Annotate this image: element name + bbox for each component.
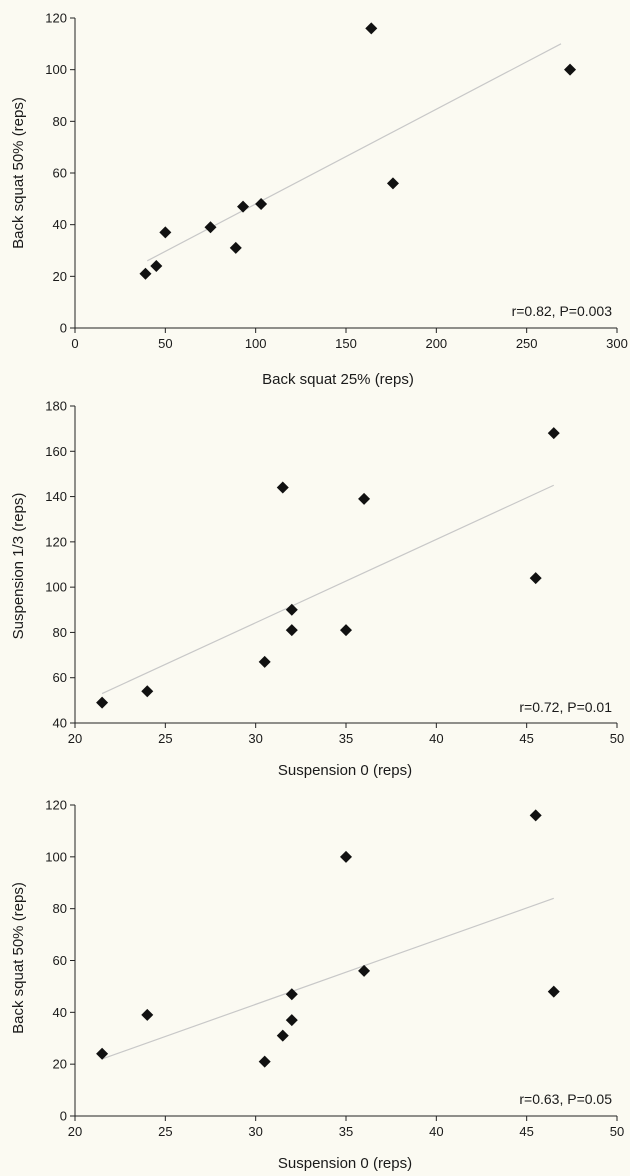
panel-1-x-tick-label: 250 xyxy=(516,336,538,351)
panel-1-data-point xyxy=(365,22,378,35)
panel-2-x-tick-label: 40 xyxy=(429,731,443,746)
panel-2-x-tick-label: 20 xyxy=(68,731,82,746)
panel-3-y-tick-label: 40 xyxy=(53,1005,67,1020)
panel-1-x-tick-label: 50 xyxy=(158,336,172,351)
panel-1: 0 50 100 150 200 250 300 0 20 40 60 80 100 120 r=0.82… xyxy=(0,0,630,395)
panel-1-data-point xyxy=(237,200,250,213)
panel-3-data-point xyxy=(340,850,352,863)
panel-3-data-point xyxy=(285,988,298,1001)
panel-2: 20 25 30 35 40 45 50 40 60 80 100 120 140 160 180 r=0.… xyxy=(0,395,630,785)
panel-3-data-point xyxy=(358,964,371,977)
panel-2-data-point xyxy=(258,655,271,668)
panel-1-y-tick-label: 80 xyxy=(53,114,67,129)
panel-2-y-tick-label: 160 xyxy=(45,444,67,459)
panel-1-x-tick-label: 200 xyxy=(425,336,447,351)
panel-2-y-tick-label: 80 xyxy=(53,625,67,640)
panel-3-x-tick-label: 20 xyxy=(68,1124,82,1139)
panel-2-background xyxy=(0,395,630,785)
panel-2-data-point xyxy=(358,492,371,505)
panel-1-data-point xyxy=(159,226,172,239)
panel-1-y-axis-label: Back squat 50% (reps) xyxy=(10,97,27,249)
panel-1-data-point xyxy=(150,260,163,272)
panel-3-x-axis-label: Suspension 0 (reps) xyxy=(278,1155,412,1172)
panel-2-x-tick-label: 45 xyxy=(519,731,533,746)
panel-1-data-point xyxy=(564,63,577,76)
panel-3-y-tick-label: 20 xyxy=(53,1057,67,1072)
panel-2-data-point xyxy=(96,696,109,709)
panel-2-x-tick-label: 50 xyxy=(610,731,624,746)
panel-1-plot: 0 50 100 150 200 250 300 0 20 40 60 80 100 120 xyxy=(45,11,628,352)
panel-2-x-tick-label: 35 xyxy=(339,731,353,746)
panel-2-data-point xyxy=(285,603,298,616)
panel-3-x-tick-label: 35 xyxy=(339,1124,353,1139)
panel-1-data-point xyxy=(139,267,152,280)
panel-2-x-tick-label: 30 xyxy=(248,731,262,746)
panel-3-background xyxy=(0,785,630,1176)
panel-1-data-point xyxy=(229,241,242,254)
panel-3-y-axis-label: Back squat 50% (reps) xyxy=(10,882,27,1034)
panel-1-x-axis-label: Back squat 25% (reps) xyxy=(262,371,414,388)
panel-1-y-tick-label: 40 xyxy=(53,217,67,232)
panel-2-trend-line xyxy=(101,484,555,695)
panel-2-y-tick-label: 60 xyxy=(53,670,67,685)
panel-1-data-point xyxy=(204,221,217,234)
panel-2-data-point xyxy=(547,427,560,440)
panel-3-x-tick-label: 30 xyxy=(248,1124,262,1139)
panel-3-y-tick-label: 0 xyxy=(60,1109,67,1124)
panel-2-correlation-annotation: r=0.72, P=0.01 xyxy=(519,699,612,715)
panel-2-data-point xyxy=(276,481,289,494)
panel-2-data-point xyxy=(285,624,298,637)
panel-1-data-point xyxy=(255,198,268,210)
panel-3-data-point xyxy=(96,1047,109,1060)
panel-2-data-point xyxy=(141,685,154,698)
panel-1-x-tick-label: 300 xyxy=(606,336,628,351)
panel-3-x-tick-label: 25 xyxy=(158,1124,172,1139)
panel-3-x-tick-label: 40 xyxy=(429,1124,443,1139)
panel-3-correlation-annotation: r=0.63, P=0.05 xyxy=(519,1091,612,1107)
panel-1-correlation-annotation: r=0.82, P=0.003 xyxy=(512,303,613,319)
panel-1-y-tick-label: 100 xyxy=(45,62,67,77)
panel-3-data-point xyxy=(529,809,542,822)
panel-3-y-tick-label: 60 xyxy=(53,953,67,968)
panel-1-trend-line xyxy=(146,43,562,262)
panel-1-y-tick-label: 20 xyxy=(53,269,67,284)
panel-3-y-tick-label: 80 xyxy=(53,901,67,916)
panel-1-y-tick-label: 120 xyxy=(45,11,67,26)
panel-3-x-tick-label: 50 xyxy=(610,1124,624,1139)
panel-3-data-point xyxy=(258,1055,271,1068)
panel-1-x-tick-label: 150 xyxy=(335,336,357,351)
panel-3-data-point xyxy=(547,985,560,998)
panel-2-x-axis-label: Suspension 0 (reps) xyxy=(278,762,412,779)
panel-2-data-point xyxy=(529,572,542,585)
panel-3-y-tick-label: 120 xyxy=(45,798,67,813)
panel-2-y-axis-label: Suspension 1/3 (reps) xyxy=(10,493,27,640)
panel-1-data-point xyxy=(386,177,399,190)
panel-2-x-tick-label: 25 xyxy=(158,731,172,746)
panel-3-data-point xyxy=(285,1014,298,1027)
panel-1-y-tick-label: 60 xyxy=(53,166,67,181)
panel-1-background xyxy=(0,0,630,395)
panel-2-y-tick-label: 100 xyxy=(45,580,67,595)
panel-3-data-point xyxy=(141,1008,154,1021)
panel-2-y-tick-label: 140 xyxy=(45,489,67,504)
panel-2-y-tick-label: 120 xyxy=(45,534,67,549)
panel-3-x-tick-label: 45 xyxy=(519,1124,533,1139)
panel-2-y-tick-label: 180 xyxy=(45,399,67,414)
panel-3-trend-line xyxy=(101,897,554,1060)
panel-2-y-tick-label: 40 xyxy=(53,716,67,731)
panel-2-plot: 20 25 30 35 40 45 50 40 60 80 100 120 140 160 180 xyxy=(45,399,624,747)
panel-1-x-tick-label: 0 xyxy=(71,336,78,351)
panel-1-x-tick-label: 100 xyxy=(245,336,267,351)
panel-3-data-point xyxy=(276,1029,289,1042)
panel-1-y-tick-label: 0 xyxy=(60,321,67,336)
panel-2-data-point xyxy=(340,624,352,637)
panel-3-y-tick-label: 100 xyxy=(45,849,67,864)
